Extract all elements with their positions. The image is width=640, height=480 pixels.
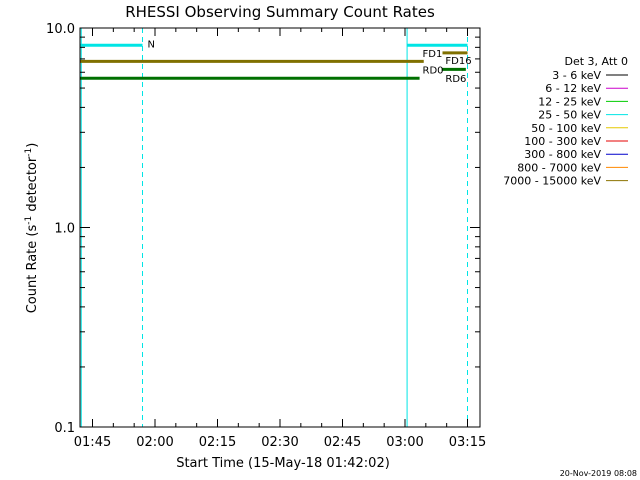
x-tick-label: 01:45: [74, 435, 111, 450]
flag-label: FD16: [445, 56, 471, 67]
chart-title: RHESSI Observing Summary Count Rates: [125, 3, 435, 21]
footer-timestamp: 20-Nov-2019 08:08: [560, 469, 637, 478]
flag-label: FD1: [423, 49, 443, 60]
flag-label: N: [148, 40, 155, 51]
x-tick-label: 03:15: [449, 435, 486, 450]
x-axis-label: Start Time (15-May-18 01:42:02): [176, 456, 390, 471]
legend-entry-label: 3 - 6 keV: [552, 69, 601, 82]
legend-entry-label: 300 - 800 keV: [524, 148, 601, 161]
y-tick-label: 1.0: [54, 222, 75, 237]
x-tick-label: 02:00: [136, 435, 173, 450]
y-axis-label-part: ): [25, 143, 40, 148]
x-tick-label: 02:30: [261, 435, 298, 450]
plot-frame: [79, 27, 481, 428]
y-tick-label: 10.0: [46, 22, 75, 37]
y-axis-label-sup: -1: [24, 148, 34, 157]
y-axis-label-part: Count Rate (s: [25, 225, 40, 314]
legend-entry-label: 12 - 25 keV: [538, 95, 601, 108]
axis-ticks: 01:45 02:00 02:15 02:30 02:45 03:00 03:15 0.1 1.…: [46, 22, 486, 450]
x-tick-label: 03:00: [386, 435, 423, 450]
y-axis-label-part: detector: [25, 156, 40, 216]
legend-header: Det 3, Att 0: [565, 55, 629, 68]
y-axis-label: Count Rate (s-1 detector-1): [24, 143, 40, 314]
x-tick-label: 02:45: [324, 435, 361, 450]
flag-label: RD6: [445, 74, 466, 85]
legend-entry-label: 800 - 7000 keV: [517, 161, 601, 174]
legend-entry-label: 50 - 100 keV: [531, 122, 601, 135]
legend-entry-label: 100 - 300 keV: [524, 135, 601, 148]
x-tick-label: 02:15: [199, 435, 236, 450]
flag-label: RD0: [423, 65, 444, 76]
y-axis-label-sup: -1: [24, 216, 34, 225]
legend-entry-label: 6 - 12 keV: [545, 82, 601, 95]
legend-entry-label: 25 - 50 keV: [538, 109, 601, 122]
y-tick-label: 0.1: [54, 421, 75, 436]
legend-entry-label: 7000 - 15000 keV: [503, 175, 601, 188]
